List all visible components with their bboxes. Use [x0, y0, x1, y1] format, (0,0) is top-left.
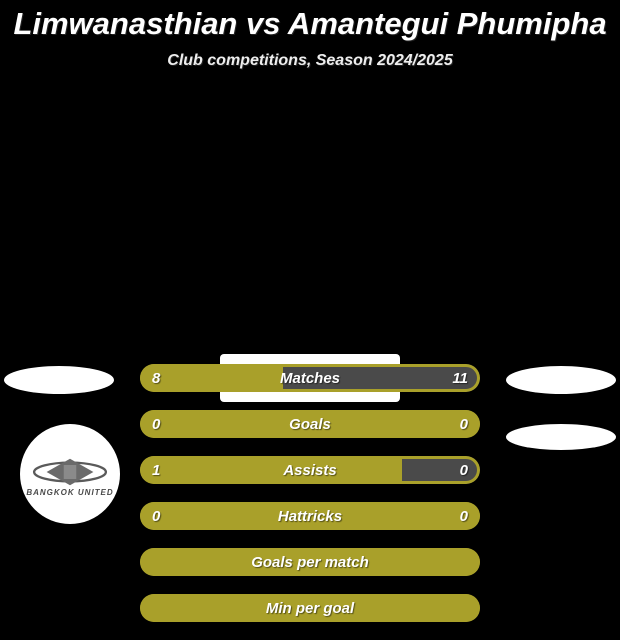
stat-bar: 10Assists: [140, 456, 480, 484]
club-left-badge: BANGKOK UNITED: [20, 424, 120, 524]
player-left-placeholder: [4, 366, 114, 394]
stat-bar: Min per goal: [140, 594, 480, 622]
club-left-name: BANGKOK UNITED: [26, 488, 113, 497]
club-right-placeholder: [506, 424, 616, 450]
club-crest-icon: [31, 452, 109, 492]
stat-bar: 00Hattricks: [140, 502, 480, 530]
stat-bar: 00Goals: [140, 410, 480, 438]
stat-label: Goals: [140, 410, 480, 438]
stat-label: Assists: [140, 456, 480, 484]
stat-label: Matches: [140, 364, 480, 392]
stat-label: Min per goal: [140, 594, 480, 622]
page-title: Limwanasthian vs Amantegui Phumipha: [0, 0, 620, 42]
stat-bars: 811Matches 00Goals 10Assists 00Hattricks Goa…: [140, 364, 480, 640]
stat-label: Goals per match: [140, 548, 480, 576]
stat-bar: Goals per match: [140, 548, 480, 576]
player-right-placeholder: [506, 366, 616, 394]
page-subtitle: Club competitions, Season 2024/2025: [0, 52, 620, 70]
comparison-panel: BANGKOK UNITED 811Matches00Goals10Assist…: [0, 354, 620, 437]
stat-bar: 811Matches: [140, 364, 480, 392]
stat-label: Hattricks: [140, 502, 480, 530]
